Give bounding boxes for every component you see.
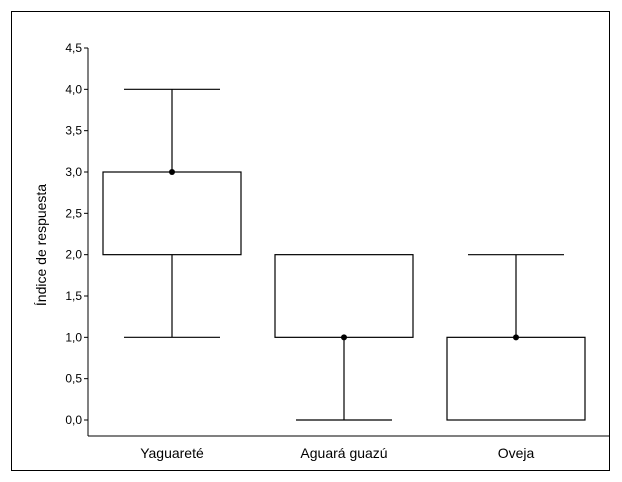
box-iqr: [102, 171, 242, 256]
y-axis-ticks: 0,0 0,5 1,0 1,5 2,0 2,5 3,0 3,5 4,0 4,5: [65, 41, 88, 427]
y-tick-label: 3,5: [65, 124, 82, 138]
y-tick-label: 4,5: [65, 41, 82, 55]
median-point: [513, 334, 519, 341]
y-tick-label: 2,0: [65, 248, 82, 262]
box-2: [274, 254, 414, 421]
x-category-label: Aguará guazú: [300, 445, 387, 461]
x-category-label: Oveja: [498, 445, 535, 461]
boxes: [102, 88, 586, 421]
y-tick-label: 0,5: [65, 372, 82, 386]
box-1: [102, 88, 242, 338]
median-point: [169, 169, 175, 175]
x-axis-labels: Yaguareté Aguará guazú Oveja: [140, 445, 534, 461]
axes: [87, 48, 610, 437]
box-iqr: [274, 254, 414, 338]
y-tick-label: 1,0: [65, 330, 82, 344]
box-iqr: [446, 336, 586, 421]
y-tick-label: 0,0: [65, 413, 82, 427]
y-tick-label: 2,5: [65, 206, 82, 220]
y-tick-label: 4,0: [65, 82, 82, 96]
x-category-label: Yaguareté: [140, 445, 204, 461]
median-point: [341, 334, 347, 341]
box-3: [446, 254, 586, 421]
y-tick-label: 3,0: [65, 165, 82, 179]
y-axis-label: Índice de respuesta: [33, 184, 49, 306]
y-tick-label: 1,5: [65, 289, 82, 303]
